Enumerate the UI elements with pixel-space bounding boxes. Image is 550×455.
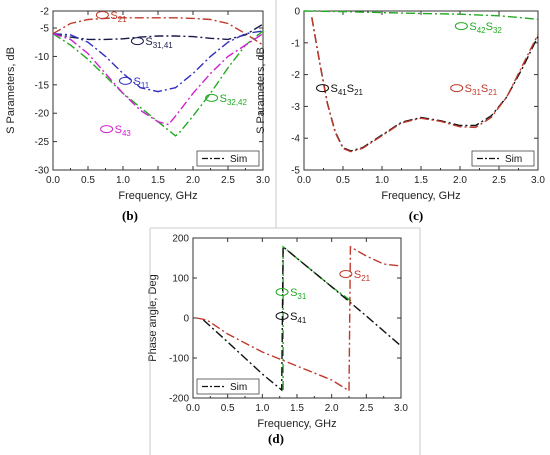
x-tick-label: 1.0 xyxy=(255,403,269,414)
x-tick-label: 3.0 xyxy=(394,403,408,414)
x-tick-label: 0.5 xyxy=(221,403,235,414)
annotation-ellipse xyxy=(275,312,289,320)
annotation-ellipse xyxy=(450,84,464,93)
annotation-ellipse xyxy=(339,270,353,278)
x-tick-label: 2.0 xyxy=(453,175,467,186)
y-tick-label: 0 xyxy=(294,7,300,18)
series-line-S41 xyxy=(202,245,402,392)
x-tick-label: 0.5 xyxy=(81,175,95,186)
x-tick-label: 1.5 xyxy=(290,403,304,414)
x-tick-label: 1.5 xyxy=(151,175,165,186)
x-axis-label: Frequency, GHz xyxy=(381,190,460,202)
series-annotation: S32,42 xyxy=(220,93,248,107)
x-tick-label: 0.0 xyxy=(297,175,311,186)
y-tick-label: -2 xyxy=(291,70,300,81)
y-tick-label: -4 xyxy=(291,134,300,145)
y-tick-label: -200 xyxy=(169,394,189,405)
y-tick-label: 0 xyxy=(183,314,189,325)
series-line-S32,42 xyxy=(52,30,264,137)
series-line-S41S21 xyxy=(311,17,539,152)
legend: Sim xyxy=(471,150,535,167)
legend: Sim xyxy=(196,378,260,395)
series-line-S21 xyxy=(196,245,402,393)
chart-b: 0.0 0.5 1.0 1.5 2.0 2.5 3.0 -2 -5 -10 -15 -20 -25 -30… xyxy=(5,7,270,224)
legend-box xyxy=(471,150,535,167)
series-line-S42S32 xyxy=(303,10,539,20)
x-tick-label: 0.0 xyxy=(186,403,200,414)
x-tick-label: 3.0 xyxy=(256,175,270,186)
x-tick-label: 2.0 xyxy=(325,403,339,414)
x-axis-label: Frequency, GHz xyxy=(257,418,336,430)
annotation-ellipse xyxy=(95,10,109,19)
series-annotation: S41S21 xyxy=(331,83,364,97)
x-tick-label: 2.0 xyxy=(186,175,200,186)
series-line-S21 xyxy=(52,17,264,46)
annotation-ellipse xyxy=(130,37,144,46)
y-tick-label: -100 xyxy=(169,354,189,365)
series-line-S43 xyxy=(52,33,264,126)
x-tick-label: 3.0 xyxy=(531,175,545,186)
series-annotation: S31S21 xyxy=(465,83,498,97)
chart-d: 0.0 0.5 1.0 1.5 2.0 2.5 3.0 200 100 0 -100 -200 S21 S… xyxy=(147,234,408,447)
y-tick-label: -5 xyxy=(40,24,49,35)
x-tick-label: 1.5 xyxy=(414,175,428,186)
legend-box xyxy=(196,150,260,167)
x-tick-label: 1.0 xyxy=(375,175,389,186)
y-tick-label: -2 xyxy=(40,7,49,18)
y-tick-label: 200 xyxy=(172,234,189,245)
annotation-ellipse xyxy=(205,93,219,102)
annotation-ellipse xyxy=(316,84,330,93)
y-tick-label: 100 xyxy=(172,274,189,285)
y-tick-label: -5 xyxy=(291,166,300,177)
y-tick-label: -3 xyxy=(291,102,300,113)
series-annotation: S21 xyxy=(354,269,371,283)
series-annotation: S42S32 xyxy=(469,21,502,35)
annotation-ellipse xyxy=(275,288,289,296)
series-line-S31,41 xyxy=(52,23,264,41)
x-axis-label: Frequency, GHz xyxy=(118,190,197,202)
series-line-S31S21 xyxy=(311,17,539,153)
panel-label: (c) xyxy=(409,208,423,223)
series-annotation: S21 xyxy=(110,10,127,24)
chart-c: 0.0 0.5 1.0 1.5 2.0 2.5 3.0 0 -1 -2 -3 -4 -5 S41S21 S4… xyxy=(255,7,545,224)
annotation-ellipse xyxy=(119,76,132,85)
x-tick-label: 1.0 xyxy=(116,175,130,186)
y-tick-label: -1 xyxy=(291,38,300,49)
y-tick-label: -15 xyxy=(35,80,50,91)
y-axis-label: S Parameters, dB xyxy=(5,47,17,134)
y-tick-label: -20 xyxy=(35,109,50,120)
y-tick-label: -25 xyxy=(35,137,50,148)
panel-label: (b) xyxy=(122,208,138,223)
x-tick-label: 0.5 xyxy=(336,175,350,186)
annotation-ellipse xyxy=(100,125,114,134)
series-line-S11 xyxy=(52,30,264,93)
series-annotation: S43 xyxy=(115,124,132,138)
legend-label: Sim xyxy=(505,154,522,165)
series-annotation: S31,41 xyxy=(145,36,173,50)
series-annotation: S31 xyxy=(290,287,307,301)
plot-frame xyxy=(52,10,264,171)
panel-label: (d) xyxy=(268,431,284,446)
x-tick-label: 2.5 xyxy=(492,175,506,186)
x-tick-label: 2.5 xyxy=(359,403,373,414)
y-axis-label: Phase angle, Deg xyxy=(147,274,159,361)
legend-label: Sim xyxy=(230,154,247,165)
legend: Sim xyxy=(196,150,260,167)
legend-box xyxy=(196,378,260,395)
annotation-ellipse xyxy=(454,22,468,31)
x-tick-label: 2.5 xyxy=(221,175,235,186)
x-tick-label: 0.0 xyxy=(46,175,60,186)
series-annotation: S41 xyxy=(290,311,307,325)
series-annotation: S11 xyxy=(134,76,150,90)
y-axis-label: S Parameters, dB xyxy=(255,47,267,134)
legend-label: Sim xyxy=(230,382,247,393)
y-tick-label: -30 xyxy=(35,166,50,177)
y-tick-label: -10 xyxy=(35,52,50,63)
